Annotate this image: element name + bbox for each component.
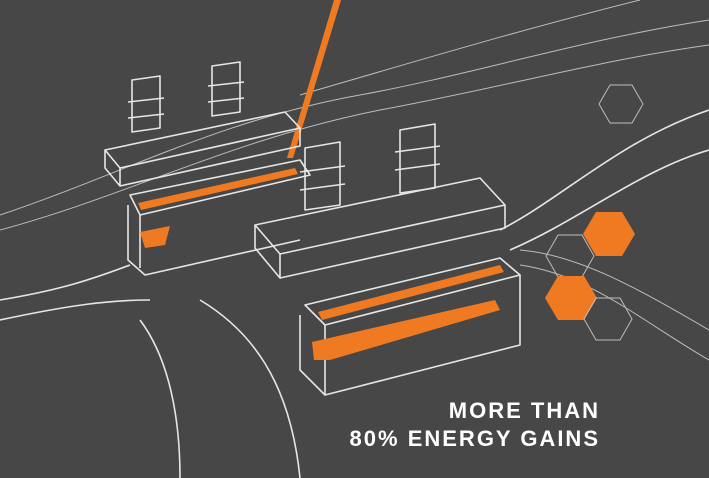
hexagons [545,84,644,341]
caption-line: MORE THAN [449,398,600,423]
pointer-line [287,0,341,158]
clamp-front [254,123,521,396]
caption-line: 80% ENERGY GAINS [350,426,600,451]
clamp-back [104,61,311,276]
